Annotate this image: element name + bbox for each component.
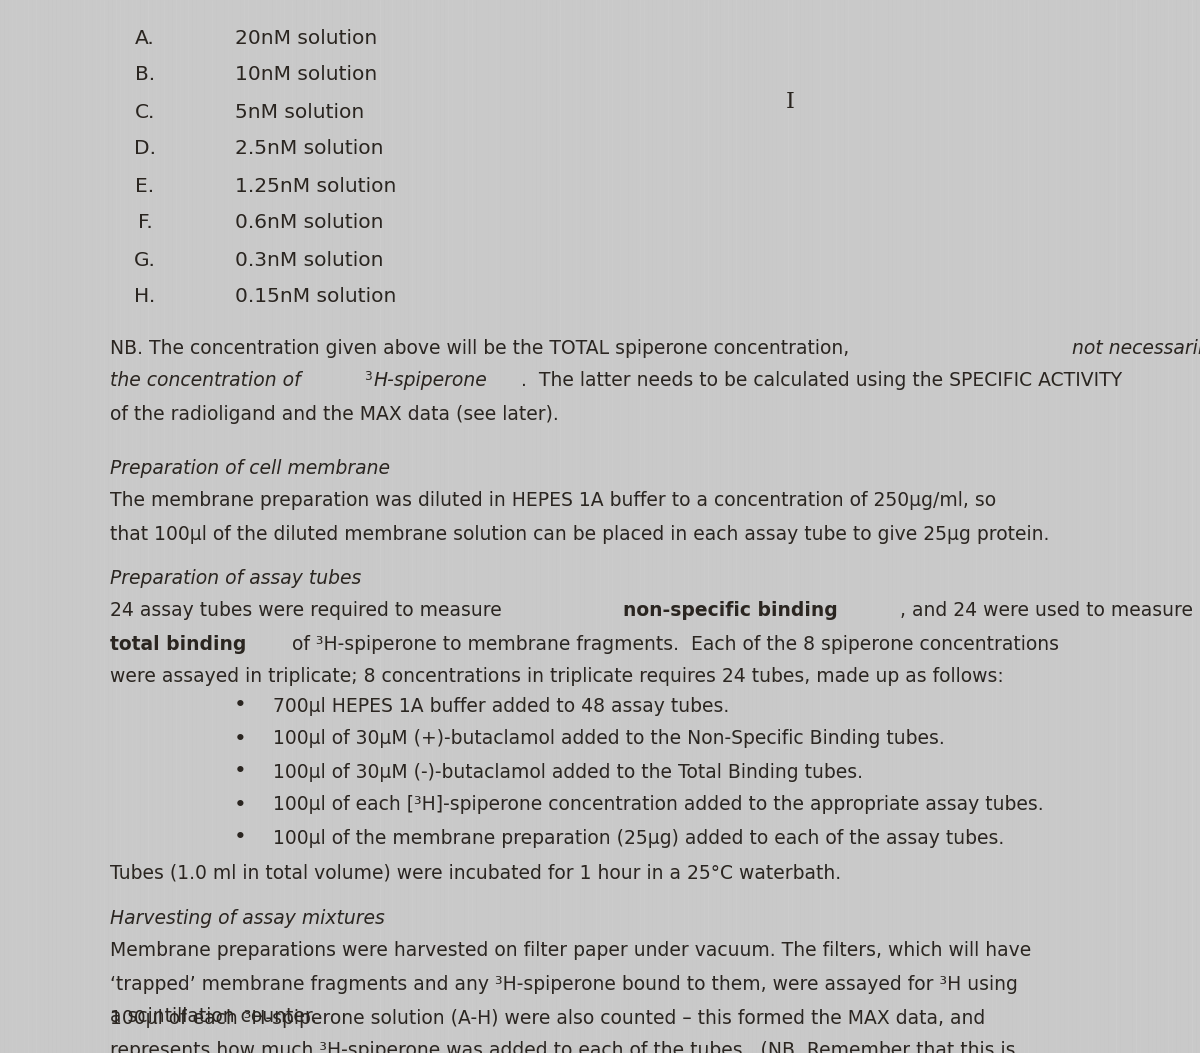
Text: •: • xyxy=(234,695,246,715)
Text: 100μl of each ³H-spiperone solution (A-H) were also counted – this formed the MA: 100μl of each ³H-spiperone solution (A-H… xyxy=(110,1009,985,1028)
Text: G.: G. xyxy=(134,251,156,270)
Text: H-spiperone: H-spiperone xyxy=(374,372,487,391)
Text: 10nM solution: 10nM solution xyxy=(235,65,377,84)
Text: 100μl of 30μM (+)-butaclamol added to the Non-Specific Binding tubes.: 100μl of 30μM (+)-butaclamol added to th… xyxy=(274,730,944,749)
Text: of the radioligand and the MAX data (see later).: of the radioligand and the MAX data (see… xyxy=(110,404,559,423)
Text: 20nM solution: 20nM solution xyxy=(235,28,377,47)
Text: that 100μl of the diluted membrane solution can be placed in each assay tube to : that 100μl of the diluted membrane solut… xyxy=(110,524,1049,543)
Text: I: I xyxy=(786,92,794,114)
Text: 0.3nM solution: 0.3nM solution xyxy=(235,251,384,270)
Text: , and 24 were used to measure: , and 24 were used to measure xyxy=(900,601,1193,620)
Text: 0.6nM solution: 0.6nM solution xyxy=(235,214,384,233)
Text: •: • xyxy=(234,761,246,781)
Text: •: • xyxy=(234,729,246,749)
Text: 3: 3 xyxy=(364,371,372,383)
Text: The membrane preparation was diluted in HEPES 1A buffer to a concentration of 25: The membrane preparation was diluted in … xyxy=(110,492,996,511)
Text: of ³H-spiperone to membrane fragments.  Each of the 8 spiperone concentrations: of ³H-spiperone to membrane fragments. E… xyxy=(286,635,1058,654)
Text: 5nM solution: 5nM solution xyxy=(235,102,365,121)
Text: 24 assay tubes were required to measure: 24 assay tubes were required to measure xyxy=(110,601,508,620)
Text: F.: F. xyxy=(138,214,152,233)
Text: were assayed in triplicate; 8 concentrations in triplicate requires 24 tubes, ma: were assayed in triplicate; 8 concentrat… xyxy=(110,668,1003,687)
Text: non-specific binding: non-specific binding xyxy=(623,601,838,620)
Text: ‘trapped’ membrane fragments and any ³H-spiperone bound to them, were assayed fo: ‘trapped’ membrane fragments and any ³H-… xyxy=(110,974,1018,993)
Text: a scintillation counter.: a scintillation counter. xyxy=(110,1008,317,1027)
Text: Harvesting of assay mixtures: Harvesting of assay mixtures xyxy=(110,909,385,928)
Text: .  The latter needs to be calculated using the SPECIFIC ACTIVITY: . The latter needs to be calculated usin… xyxy=(521,372,1122,391)
Text: C.: C. xyxy=(134,102,155,121)
Text: 0.15nM solution: 0.15nM solution xyxy=(235,287,396,306)
Text: A.: A. xyxy=(136,28,155,47)
Text: Preparation of assay tubes: Preparation of assay tubes xyxy=(110,569,361,588)
Text: not necessarily: not necessarily xyxy=(1072,338,1200,358)
Text: 2.5nM solution: 2.5nM solution xyxy=(235,139,384,159)
Text: B.: B. xyxy=(134,65,155,84)
Text: Preparation of cell membrane: Preparation of cell membrane xyxy=(110,458,390,477)
Text: NB. The concentration given above will be the TOTAL spiperone concentration,: NB. The concentration given above will b… xyxy=(110,338,856,358)
Text: 100μl of 30μM (-)-butaclamol added to the Total Binding tubes.: 100μl of 30μM (-)-butaclamol added to th… xyxy=(274,762,863,781)
Text: H.: H. xyxy=(134,287,156,306)
Text: •: • xyxy=(234,795,246,815)
Text: •: • xyxy=(234,828,246,848)
Text: Membrane preparations were harvested on filter paper under vacuum. The filters, : Membrane preparations were harvested on … xyxy=(110,941,1031,960)
Text: Tubes (1.0 ml in total volume) were incubated for 1 hour in a 25°C waterbath.: Tubes (1.0 ml in total volume) were incu… xyxy=(110,863,841,882)
Text: D.: D. xyxy=(134,139,156,159)
Text: the concentration of: the concentration of xyxy=(110,372,307,391)
Text: represents how much ³H-spiperone was added to each of the tubes.  (NB. Remember : represents how much ³H-spiperone was add… xyxy=(110,1041,1015,1053)
Text: 700μl HEPES 1A buffer added to 48 assay tubes.: 700μl HEPES 1A buffer added to 48 assay … xyxy=(274,696,730,715)
Text: 1.25nM solution: 1.25nM solution xyxy=(235,177,396,196)
Text: 100μl of the membrane preparation (25μg) added to each of the assay tubes.: 100μl of the membrane preparation (25μg)… xyxy=(274,829,1004,848)
Text: E.: E. xyxy=(136,177,155,196)
Text: total binding: total binding xyxy=(110,635,246,654)
Text: 100μl of each [³H]-spiperone concentration added to the appropriate assay tubes.: 100μl of each [³H]-spiperone concentrati… xyxy=(274,795,1044,815)
